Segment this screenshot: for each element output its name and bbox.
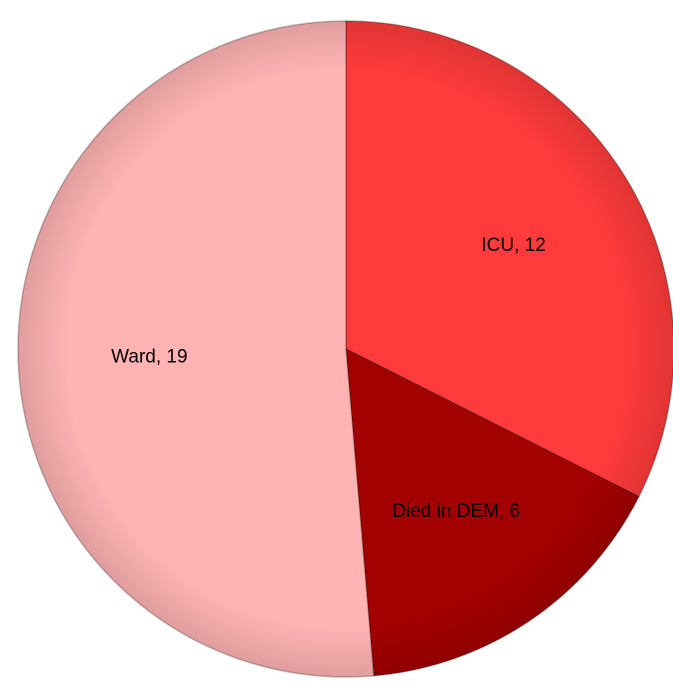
data-label: Died in DEM, 6 [392,501,520,522]
data-label: Ward, 19 [111,346,187,367]
pie-slice [17,20,375,678]
data-label: ICU, 12 [481,235,545,256]
